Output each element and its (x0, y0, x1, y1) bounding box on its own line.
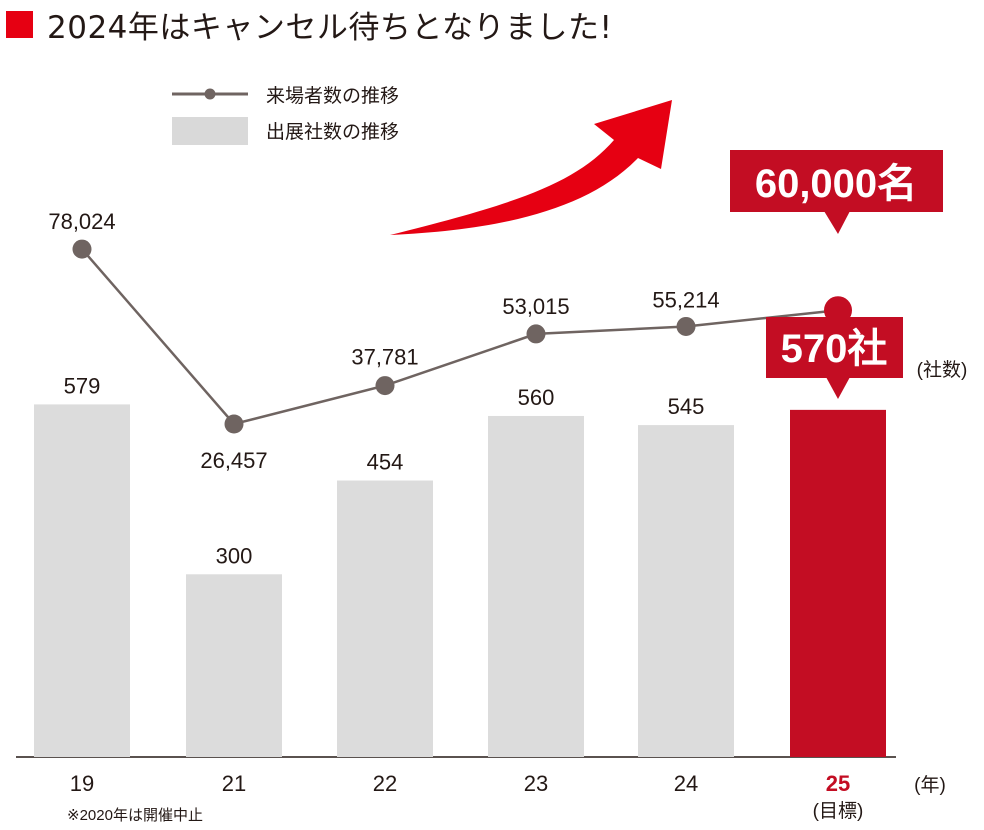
exhibitors-target-callout (766, 317, 903, 378)
title-text: 2024年はキャンセル待ちとなりました! (47, 9, 613, 46)
labels-layer: 579 300 454 560 545 78,024 26,457 37,781 53,015 5… (48, 85, 967, 824)
visitors-callout-pointer (824, 211, 850, 234)
x-tick-19: 19 (70, 771, 94, 796)
legend-bar-swatch (172, 117, 248, 145)
chart-title: 2024年はキャンセル待ちとなりました! (6, 4, 613, 46)
x-tick-22: 22 (373, 771, 397, 796)
bar-22 (337, 480, 433, 757)
bar-label-19: 579 (64, 373, 101, 398)
x-tick-sublabel: (目標) (813, 800, 864, 822)
trend-arrow-icon (390, 100, 672, 235)
title-marker-square (6, 10, 33, 38)
bar-label-21: 300 (216, 543, 253, 568)
visitors-target-callout (730, 150, 943, 212)
x-tick-25: 25 (826, 771, 850, 796)
bar-label-24: 545 (668, 394, 705, 419)
bar-25 (790, 409, 886, 757)
exhibitors-callout-pointer (826, 377, 850, 399)
line-label-23: 53,015 (502, 294, 569, 319)
bar-24 (638, 425, 734, 757)
bar-unit-label: (社数) (917, 359, 968, 381)
x-tick-24: 24 (674, 771, 698, 796)
line-label-22: 37,781 (351, 345, 418, 370)
legend-line-marker (204, 88, 216, 100)
bar-label-23: 560 (518, 385, 555, 410)
line-point-19 (72, 239, 92, 259)
bar-label-22: 454 (367, 450, 404, 475)
line-point-22 (375, 376, 395, 396)
line-label-21: 26,457 (200, 448, 267, 473)
bars-layer (16, 404, 896, 758)
bar-23 (488, 415, 584, 757)
x-tick-23: 23 (524, 771, 548, 796)
visitors-target-label: 60,000名 (755, 162, 917, 206)
line-point-24 (676, 316, 696, 336)
x-tick-21: 21 (222, 771, 246, 796)
bar-19 (34, 404, 130, 757)
visitors-line (81, 248, 839, 426)
legend-line-label: 来場者数の推移 (266, 85, 399, 107)
legend-bar-label: 出展社数の推移 (266, 121, 399, 143)
bar-21 (186, 574, 282, 757)
exhibitors-target-label: 570社 (781, 327, 888, 371)
x-axis-unit: (年) (914, 774, 946, 796)
line-point-23 (526, 324, 546, 344)
line-label-19: 78,024 (48, 209, 115, 234)
line-point-21 (224, 414, 244, 434)
line-label-24: 55,214 (652, 287, 719, 312)
footnote: ※2020年は開催中止 (67, 807, 203, 824)
